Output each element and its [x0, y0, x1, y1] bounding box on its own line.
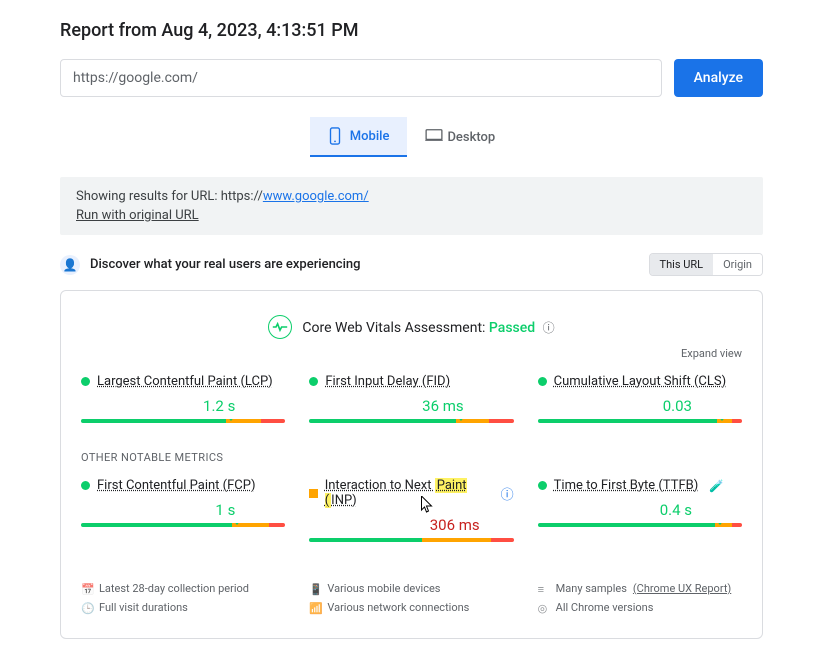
metric-fcp: First Contentful Paint (FCP) 1 s [81, 478, 285, 542]
cwv-header: Core Web Vitals Assessment: Passed ⓘ [81, 315, 742, 339]
metric-cls-bar [538, 419, 742, 423]
metric-lcp-bar [81, 419, 285, 423]
status-dot [81, 377, 90, 386]
tab-desktop[interactable]: Desktop [407, 117, 513, 157]
scope-this-url[interactable]: This URL [650, 254, 714, 275]
url-input[interactable] [60, 59, 662, 97]
metric-lcp-value: 1.2 s [81, 397, 285, 415]
vitals-card: Core Web Vitals Assessment: Passed ⓘ Exp… [60, 290, 763, 639]
scope-origin[interactable]: Origin [713, 254, 762, 275]
footer-network: 📶Various network connections [309, 601, 513, 614]
expand-view[interactable]: Expand view [81, 347, 742, 360]
tab-mobile[interactable]: Mobile [310, 117, 408, 157]
metric-inp-name[interactable]: Interaction to Next Paint (INP) [325, 478, 490, 508]
tab-mobile-label: Mobile [350, 129, 390, 144]
clock-icon: 🕒 [81, 602, 93, 614]
metric-fcp-name[interactable]: First Contentful Paint (FCP) [97, 478, 256, 493]
metric-ttfb-name[interactable]: Time to First Byte (TTFB) [554, 478, 699, 493]
desktop-icon [425, 128, 439, 146]
footer-devices: 📱Various mobile devices [309, 582, 513, 595]
metric-fid-name[interactable]: First Input Delay (FID) [325, 374, 450, 389]
footer-row: 📅Latest 28-day collection period 🕒Full v… [81, 568, 742, 620]
tab-desktop-label: Desktop [447, 130, 495, 145]
info-icon[interactable]: ⓘ [501, 484, 514, 503]
footer-chrome-versions: ◎All Chrome versions [538, 601, 742, 614]
scope-toggle: This URL Origin [649, 253, 763, 276]
vitals-icon [268, 315, 292, 339]
other-metrics-row: First Contentful Paint (FCP) 1 s Interac… [81, 478, 742, 542]
metric-inp-value: 306 ms [309, 516, 513, 534]
metric-cls: Cumulative Layout Shift (CLS) 0.03 [538, 374, 742, 423]
metric-fcp-value: 1 s [81, 501, 285, 519]
mobile-icon [328, 127, 342, 145]
metric-fid-bar [309, 419, 513, 423]
info-icon[interactable]: ⓘ [543, 321, 555, 335]
status-dot [309, 489, 317, 498]
notice-prefix: Showing results for URL: [76, 189, 221, 204]
footer-collection-period: 📅Latest 28-day collection period [81, 582, 285, 595]
calendar-icon: 📅 [81, 583, 93, 595]
metric-inp-bar [309, 538, 513, 542]
cwv-label: Core Web Vitals Assessment: [302, 320, 489, 336]
status-dot [81, 481, 90, 490]
run-original-url[interactable]: Run with original URL [76, 208, 199, 223]
metric-ttfb-value: 0.4 s [538, 501, 742, 519]
footer-visit-durations: 🕒Full visit durations [81, 601, 285, 614]
notice-url-link[interactable]: www.google.com/ [263, 189, 369, 204]
devices-icon: 📱 [309, 583, 321, 595]
samples-icon: ≡ [538, 583, 550, 595]
core-metrics-row: Largest Contentful Paint (LCP) 1.2 s Fir… [81, 374, 742, 423]
report-title: Report from Aug 4, 2023, 4:13:51 PM [60, 20, 763, 41]
results-notice: Showing results for URL: https://www.goo… [60, 177, 763, 235]
metric-lcp-name[interactable]: Largest Contentful Paint (LCP) [97, 374, 273, 389]
metric-inp: Interaction to Next Paint (INP) ⓘ 306 ms [309, 478, 513, 542]
metric-cls-name[interactable]: Cumulative Layout Shift (CLS) [554, 374, 726, 389]
status-dot [309, 377, 318, 386]
metric-fid-value: 36 ms [309, 397, 513, 415]
crux-report-link[interactable]: (Chrome UX Report) [633, 582, 731, 595]
metric-lcp: Largest Contentful Paint (LCP) 1.2 s [81, 374, 285, 423]
notice-url-plain: https:// [221, 189, 263, 204]
footer-samples: ≡Many samples (Chrome UX Report) [538, 582, 742, 595]
metric-fid: First Input Delay (FID) 36 ms [309, 374, 513, 423]
status-dot [538, 377, 547, 386]
other-metrics-label: OTHER NOTABLE METRICS [81, 451, 742, 464]
url-row: Analyze [60, 59, 763, 97]
metric-cls-value: 0.03 [538, 397, 742, 415]
discover-row: 👤 Discover what your real users are expe… [60, 253, 763, 276]
status-dot [538, 481, 547, 490]
cursor-icon [421, 496, 434, 514]
analyze-button[interactable]: Analyze [674, 59, 763, 97]
metric-ttfb-bar [538, 523, 742, 527]
metric-ttfb: Time to First Byte (TTFB) 🧪 0.4 s [538, 478, 742, 542]
wifi-icon: 📶 [309, 602, 321, 614]
cwv-status: Passed [489, 320, 535, 336]
discover-text: Discover what your real users are experi… [90, 257, 361, 272]
experimental-icon: 🧪 [709, 479, 724, 493]
metric-fcp-bar [81, 523, 285, 527]
chrome-icon: ◎ [538, 602, 550, 614]
device-tabs: Mobile Desktop [60, 117, 763, 157]
user-icon: 👤 [60, 255, 80, 275]
